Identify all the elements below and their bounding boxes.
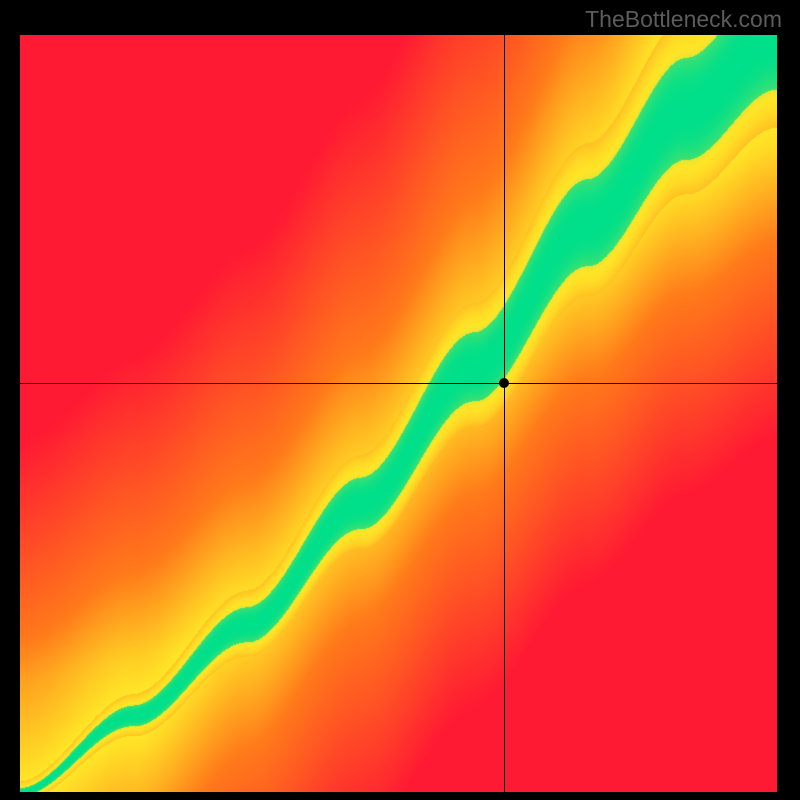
plot-area: [20, 35, 777, 792]
crosshair-marker: [499, 378, 509, 388]
heatmap-canvas: [20, 35, 777, 792]
crosshair-vertical: [504, 35, 505, 792]
crosshair-horizontal: [20, 383, 777, 384]
chart-container: TheBottleneck.com: [0, 0, 800, 800]
attribution-text: TheBottleneck.com: [585, 6, 782, 33]
